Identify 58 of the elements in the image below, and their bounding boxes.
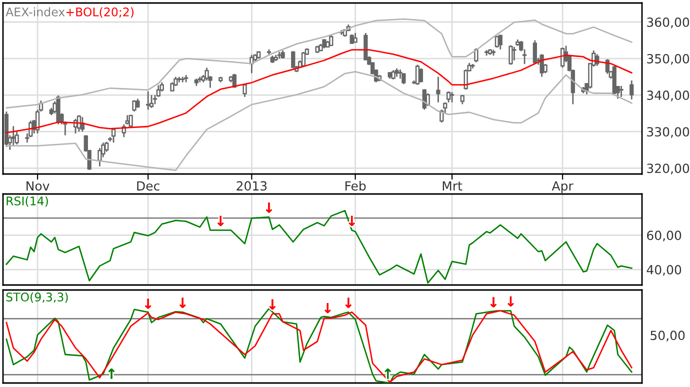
annotation: ↓ bbox=[266, 202, 272, 213]
annotation: ↓ bbox=[217, 216, 224, 226]
candlestick bbox=[418, 68, 424, 83]
annotation: ↓ bbox=[144, 298, 152, 309]
candlestick bbox=[353, 32, 358, 44]
annotation: ↓ bbox=[269, 299, 276, 310]
candlestick bbox=[474, 48, 478, 63]
annotation: ↑ bbox=[384, 368, 391, 379]
text: +BOL(20;2) bbox=[66, 7, 134, 18]
candlestick bbox=[149, 94, 154, 109]
chart-title: AEX-index bbox=[6, 7, 65, 16]
candlestick bbox=[532, 40, 537, 65]
candlestick bbox=[508, 44, 513, 66]
candlestick bbox=[146, 90, 150, 110]
annotation: ↓ bbox=[179, 298, 186, 308]
candlestick bbox=[322, 38, 326, 50]
candlestick bbox=[402, 72, 406, 85]
candlestick bbox=[11, 125, 16, 147]
candlestick bbox=[512, 46, 516, 62]
x-tick-label: Mrt bbox=[442, 181, 462, 190]
line-series bbox=[6, 70, 632, 172]
candlestick bbox=[436, 76, 440, 104]
y-tick-label: 40,00 bbox=[646, 265, 682, 276]
x-tick-label: Apr bbox=[552, 181, 574, 194]
x-tick-label: Nov bbox=[26, 181, 50, 191]
candlestick bbox=[111, 127, 116, 144]
candlestick bbox=[391, 70, 396, 80]
annotation: ↑ bbox=[108, 368, 115, 379]
y-tick-label: 330,00 bbox=[647, 127, 690, 138]
candlestick bbox=[446, 90, 451, 104]
annotation: ↓ bbox=[324, 302, 331, 314]
y-tick-label: 360,00 bbox=[647, 17, 690, 28]
candlestick bbox=[450, 91, 454, 104]
candlestick bbox=[132, 99, 136, 112]
annotation: ↓ bbox=[345, 298, 352, 308]
y-tick-label: 320,00 bbox=[647, 164, 690, 174]
candlestick bbox=[619, 85, 624, 98]
x-tick-label: Dec bbox=[137, 181, 160, 191]
candlestick bbox=[136, 98, 140, 109]
x-tick-label: Feb bbox=[345, 180, 366, 191]
text: 50,00 bbox=[650, 330, 685, 342]
candlestick bbox=[498, 34, 502, 50]
annotation: ↓ bbox=[348, 216, 356, 226]
y-tick-label: 350,00 bbox=[647, 54, 690, 65]
candlestick bbox=[460, 94, 464, 105]
y-tick-label: 340,00 bbox=[647, 90, 690, 102]
x-tick-label: 2013 bbox=[236, 181, 267, 191]
candlestick bbox=[301, 51, 306, 68]
chart-title: STO(9,3,3) bbox=[6, 292, 68, 303]
candlestick bbox=[630, 80, 634, 100]
candlestick bbox=[128, 114, 133, 128]
chart-title: RSI(14) bbox=[6, 196, 48, 207]
y-tick-label: 60,00 bbox=[647, 230, 682, 242]
candlestick bbox=[291, 50, 296, 70]
candlestick bbox=[242, 83, 247, 98]
candlestick bbox=[415, 64, 420, 86]
annotation: ↓ bbox=[490, 297, 497, 308]
annotation: ↓ bbox=[508, 296, 514, 307]
